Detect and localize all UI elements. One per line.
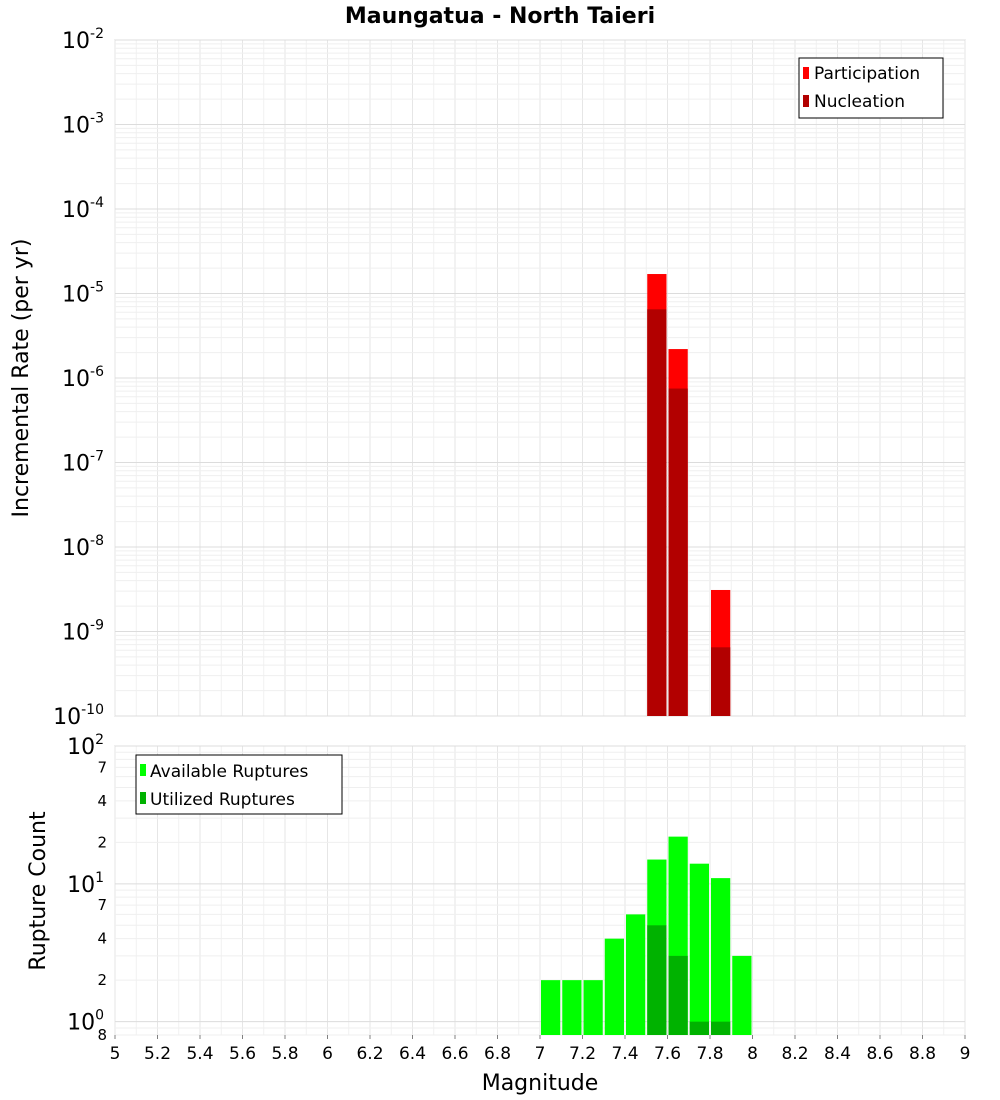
x-tick-label: 5.6 <box>229 1044 256 1064</box>
bar-available-ruptures <box>732 955 752 1035</box>
y-tick-label: 10-10 <box>53 702 104 730</box>
bottom-legend-box <box>135 754 343 815</box>
x-tick-label: 5 <box>110 1044 121 1064</box>
bar-utilized-ruptures <box>711 1021 731 1035</box>
y-tick-label: 10-6 <box>62 364 104 392</box>
chart-title: Maungatua - North Taieri <box>345 4 655 29</box>
y-minor-tick-label: 7 <box>97 758 107 776</box>
x-tick-label: 8.8 <box>909 1044 936 1064</box>
x-tick-label: 7.6 <box>654 1044 681 1064</box>
bar-available-ruptures <box>541 980 561 1035</box>
y-tick-label: 10-5 <box>62 280 104 308</box>
top-legend: Participation Nucleation <box>798 57 944 119</box>
y-tick-label: 10-2 <box>62 26 104 54</box>
x-tick-label: 6.4 <box>399 1044 426 1064</box>
top-bars <box>647 274 731 716</box>
x-tick-label: 6 <box>322 1044 333 1064</box>
x-tick-label: 5.4 <box>186 1044 213 1064</box>
x-tick-label: 6.2 <box>356 1044 383 1064</box>
bar-nucleation <box>647 309 667 716</box>
y-tick-label: 100 <box>67 1008 104 1036</box>
bar-available-ruptures <box>562 980 582 1035</box>
x-tick-label: 7.2 <box>569 1044 596 1064</box>
y-minor-tick-label: 8 <box>97 1026 107 1044</box>
bar-available-ruptures <box>689 863 709 1035</box>
bottom-bars <box>541 836 752 1035</box>
y-minor-tick-label: 2 <box>97 833 107 851</box>
x-tick-label: 8.2 <box>781 1044 808 1064</box>
x-ticks: 5 5.2 5.4 5.6 5.8 6 6.2 6.4 6.6 6.8 7 7.2 7.4 7.6 7.8 8… <box>110 1035 971 1064</box>
y-minor-tick-label: 2 <box>97 971 107 989</box>
bottom-legend: Available Ruptures Utilized Ruptures <box>135 754 343 815</box>
x-tick-label: 9 <box>960 1044 971 1064</box>
legend-label-available: Available Ruptures <box>150 762 308 782</box>
bar-utilized-ruptures <box>647 925 667 1035</box>
top-y-ticks: 10-10 10-9 10-8 10-7 10-6 10-5 10-4 10-3 10-2 <box>53 26 104 730</box>
x-tick-label: 6.8 <box>484 1044 511 1064</box>
top-y-axis-label: Incremental Rate (per yr) <box>9 239 34 518</box>
bottom-grid <box>114 745 966 1036</box>
legend-label-participation: Participation <box>814 64 920 84</box>
legend-swatch-utilized <box>140 792 146 804</box>
x-tick-label: 7.4 <box>611 1044 638 1064</box>
bar-nucleation <box>711 647 731 716</box>
bar-available-ruptures <box>604 938 624 1035</box>
y-tick-label: 10-7 <box>62 449 104 477</box>
bottom-y-ticks: 100 101 102 8 2 4 7 2 4 7 <box>67 732 107 1044</box>
y-tick-label: 101 <box>67 870 104 898</box>
y-tick-label: 102 <box>67 732 104 760</box>
bar-available-ruptures <box>626 914 646 1035</box>
legend-swatch-nucleation <box>803 95 809 107</box>
bar-available-ruptures <box>583 980 603 1035</box>
y-minor-tick-label: 4 <box>97 930 107 948</box>
x-tick-label: 5.8 <box>271 1044 298 1064</box>
x-tick-label: 8.4 <box>824 1044 851 1064</box>
bottom-plot: 100 101 102 8 2 4 7 2 4 7 5 5.2 5.4 5.6 5.8 6 6.2 6.4 6.6… <box>26 732 970 1096</box>
legend-label-nucleation: Nucleation <box>814 92 905 112</box>
bar-nucleation <box>668 388 688 716</box>
x-tick-label: 5.2 <box>144 1044 171 1064</box>
x-tick-label: 7.8 <box>696 1044 723 1064</box>
legend-swatch-participation <box>803 67 809 79</box>
top-plot: 10-10 10-9 10-8 10-7 10-6 10-5 10-4 10-3 10-2 In… <box>9 26 966 730</box>
y-tick-label: 10-4 <box>62 195 104 223</box>
y-tick-label: 10-3 <box>62 111 104 139</box>
x-tick-label: 8 <box>747 1044 758 1064</box>
x-tick-label: 7 <box>535 1044 546 1064</box>
bar-utilized-ruptures <box>668 955 688 1035</box>
bar-utilized-ruptures <box>689 1021 709 1035</box>
x-axis-label: Magnitude <box>482 1071 599 1096</box>
top-legend-box <box>798 57 944 119</box>
x-tick-label: 6.6 <box>441 1044 468 1064</box>
x-tick-label: 8.6 <box>866 1044 893 1064</box>
y-minor-tick-label: 4 <box>97 792 107 810</box>
bar-available-ruptures <box>711 878 731 1035</box>
legend-label-utilized: Utilized Ruptures <box>150 790 295 810</box>
y-tick-label: 10-9 <box>62 618 104 646</box>
y-tick-label: 10-8 <box>62 533 104 561</box>
top-grid <box>114 39 966 717</box>
bottom-y-axis-label: Rupture Count <box>26 811 51 971</box>
y-minor-tick-label: 7 <box>97 896 107 914</box>
legend-swatch-available <box>140 764 146 776</box>
